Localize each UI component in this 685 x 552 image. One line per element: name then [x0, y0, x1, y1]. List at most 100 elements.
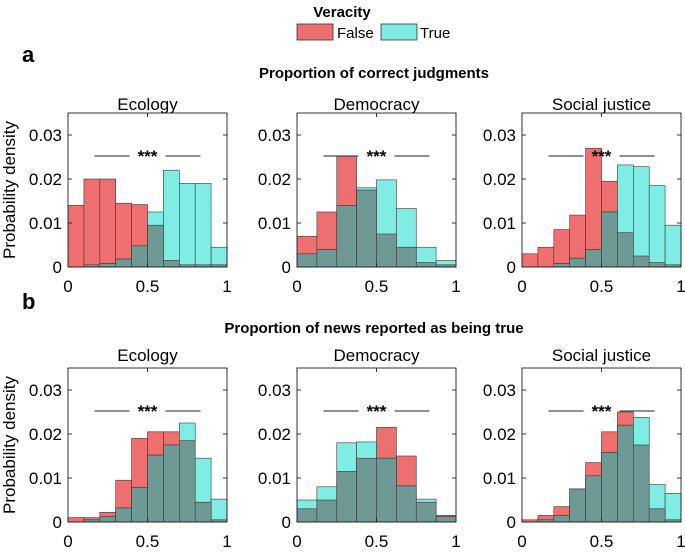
y-tick-label: 0.01: [29, 469, 62, 488]
y-tick-label: 0: [282, 258, 291, 277]
x-tick-label: 1: [451, 277, 460, 296]
y-axis-label-a: Probability density: [0, 121, 19, 259]
y-axis-label-b: Probability density: [0, 376, 19, 514]
bar-overlap: [147, 454, 164, 523]
bar-overlap: [632, 255, 650, 268]
bar-true: [664, 493, 682, 523]
y-tick-label: 0.02: [258, 170, 291, 189]
subplot-title: Democracy: [334, 346, 420, 365]
bar-overlap: [435, 516, 457, 523]
subplot-title: Ecology: [117, 95, 178, 114]
y-tick-label: 0.01: [258, 214, 291, 233]
bar-overlap: [131, 245, 148, 268]
subplot-title: Social justice: [552, 95, 651, 114]
bar-overlap: [336, 205, 357, 268]
x-tick-label: 0: [63, 277, 72, 296]
x-tick-label: 0.5: [590, 532, 614, 551]
bar-overlap: [553, 515, 570, 523]
significance-label: ***: [592, 147, 612, 166]
bar-true: [210, 246, 228, 268]
significance-label: ***: [138, 402, 158, 421]
y-tick-label: 0.01: [29, 214, 62, 233]
bar-true: [648, 185, 666, 268]
y-tick-label: 0.02: [483, 425, 516, 444]
legend-swatch-false: [296, 23, 334, 41]
panel-letter-a: a: [22, 42, 35, 67]
y-tick-label: 0.02: [29, 170, 62, 189]
bar-overlap: [553, 263, 570, 268]
bar-false: [521, 253, 539, 268]
bar-overlap: [648, 508, 666, 523]
bar-overlap: [396, 246, 417, 268]
subplot-b-1: Democracy 0 0.01 0.02 0.03 0 0.5 1 ***: [258, 346, 461, 551]
y-tick-label: 0: [507, 513, 516, 532]
x-tick-label: 0.5: [590, 277, 614, 296]
bar-true: [632, 166, 650, 268]
bar-false: [67, 517, 85, 523]
bar-overlap: [569, 257, 586, 268]
y-tick-label: 0.03: [29, 381, 62, 400]
bar-overlap: [131, 487, 148, 523]
bar-overlap: [601, 211, 618, 268]
y-tick-label: 0: [282, 513, 291, 532]
x-tick-label: 1: [222, 532, 231, 551]
bar-overlap: [115, 507, 132, 523]
y-tick-label: 0: [53, 513, 62, 532]
panel-title-b: Proportion of news reported as being tru…: [224, 320, 523, 337]
subplot-a-0: Ecology 0 0.01 0.02 0.03 0 0.5 1 ***: [29, 95, 232, 296]
bar-overlap: [147, 224, 164, 268]
bar-true: [664, 224, 682, 268]
significance-label: ***: [592, 402, 612, 421]
y-tick-label: 0.03: [483, 126, 516, 145]
y-tick-label: 0.01: [258, 469, 291, 488]
bar-true: [194, 183, 212, 268]
panel-title-a: Proportion of correct judgments: [259, 65, 489, 82]
y-tick-label: 0.01: [483, 469, 516, 488]
legend-label-true: True: [420, 25, 450, 42]
bar-overlap: [336, 471, 357, 523]
bar-overlap: [617, 232, 634, 268]
bar-overlap: [99, 263, 117, 268]
bar-true: [210, 498, 228, 523]
y-tick-label: 0.02: [258, 425, 291, 444]
x-tick-label: 0: [63, 532, 72, 551]
subplot-b-0: Ecology 0 0.01 0.02 0.03 0 0.5 1 ***: [29, 346, 232, 551]
y-tick-label: 0.03: [483, 381, 516, 400]
bar-overlap: [194, 501, 212, 523]
x-tick-label: 0: [517, 532, 526, 551]
x-tick-label: 0: [292, 532, 301, 551]
bar-overlap: [356, 189, 377, 268]
panel-letter-b: b: [22, 289, 35, 314]
bar-overlap: [115, 258, 132, 268]
bar-overlap: [316, 249, 338, 268]
legend-swatch-true: [380, 23, 418, 41]
subplot-a-1: Democracy 0 0.01 0.02 0.03 0 0.5 1 ***: [258, 95, 461, 296]
subplot-b-2: Social justice 0 0.01 0.02 0.03 0 0.5 1 ***: [483, 346, 685, 551]
bar-overlap: [585, 475, 602, 523]
bar-false: [115, 202, 132, 268]
bar-overlap: [396, 485, 417, 523]
x-tick-label: 0.5: [365, 277, 389, 296]
subplots: Ecology 0 0.01 0.02 0.03 0 0.5 1 *** Democracy 0 0.…: [29, 95, 685, 551]
bar-overlap: [648, 262, 666, 268]
significance-label: ***: [138, 147, 158, 166]
subplot-title: Social justice: [552, 346, 651, 365]
y-tick-label: 0: [53, 258, 62, 277]
y-tick-label: 0.03: [258, 126, 291, 145]
bar-false: [99, 178, 117, 268]
bar-overlap: [569, 488, 586, 523]
x-tick-label: 0.5: [136, 532, 160, 551]
legend: Veracity False True: [296, 4, 450, 42]
y-tick-label: 0: [507, 258, 516, 277]
bar-false: [67, 205, 85, 268]
x-tick-label: 1: [676, 532, 685, 551]
bar-overlap: [163, 444, 180, 523]
subplot-title: Ecology: [117, 346, 178, 365]
x-tick-label: 0: [292, 277, 301, 296]
bar-overlap: [99, 516, 117, 523]
bar-overlap: [376, 457, 397, 523]
bar-false: [83, 178, 101, 268]
subplot-a-2: Social justice 0 0.01 0.02 0.03 0 0.5 1 ***: [483, 95, 685, 296]
bar-overlap: [316, 499, 338, 523]
